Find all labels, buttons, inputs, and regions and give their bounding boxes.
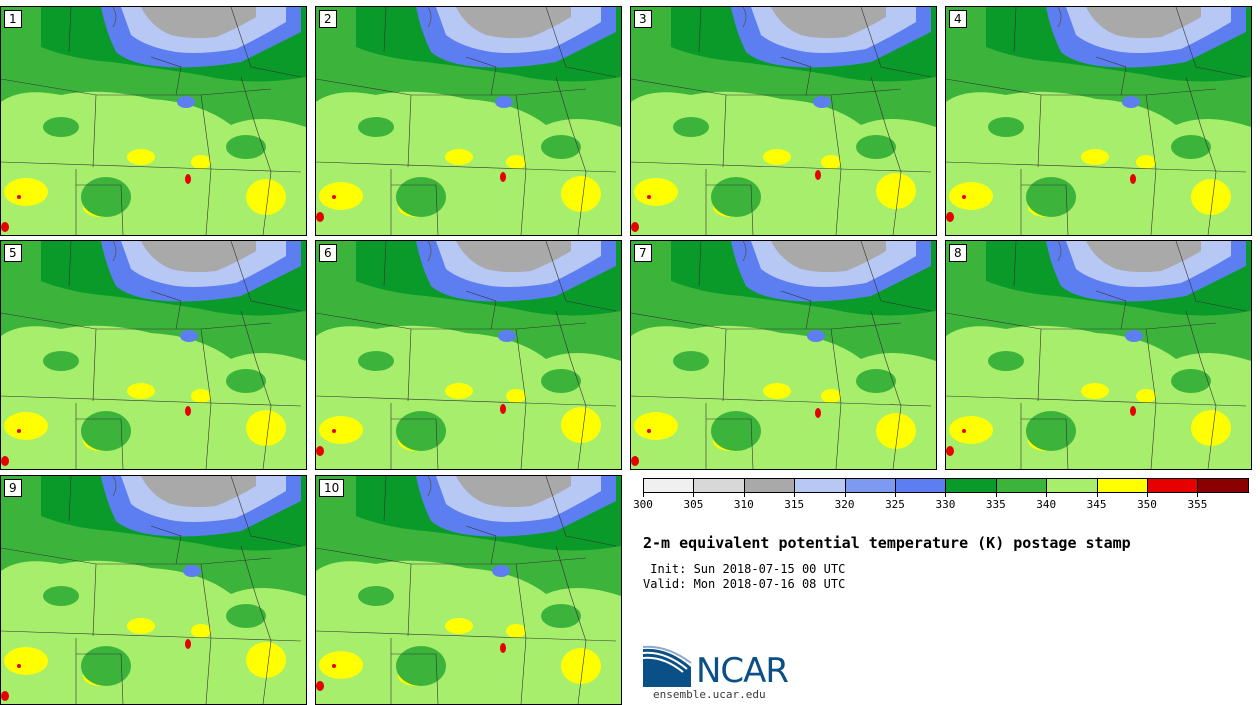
colorbar-tick [995,492,997,497]
colorbar-tick-label: 330 [935,498,956,511]
colorbar-tick [693,492,695,497]
member-panel: 2 [315,6,622,236]
colorbar-swatch [1096,478,1148,493]
temperature-map [946,7,1251,235]
member-number-label: 7 [634,244,652,262]
member-panel: 1 [0,6,307,236]
colorbar-swatch [844,478,896,493]
temperature-map [631,7,936,235]
member-number-label: 10 [319,479,345,497]
valid-time: Valid: Mon 2018-07-16 08 UTC [643,577,846,591]
member-number-label: 6 [319,244,337,262]
logo-text: NCAR [696,651,789,691]
colorbar-tick [1197,492,1199,497]
temperature-map [1,241,306,469]
member-panel: 7 [630,240,937,470]
colorbar-tick [643,492,644,497]
colorbar-swatch [1197,478,1249,493]
colorbar-swatch [945,478,997,493]
temperature-map [1,476,306,704]
colorbar-tick-label: 305 [683,498,704,511]
colorbar-tick [945,492,947,497]
ncar-logo-icon [643,645,692,687]
init-time: Init: Sun 2018-07-15 00 UTC [643,562,846,576]
colorbar-tick [743,492,745,497]
member-number-label: 5 [4,244,22,262]
member-number-label: 4 [949,10,967,28]
colorbar-tick-label: 310 [733,498,754,511]
member-panel: 3 [630,6,937,236]
temperature-map [1,7,306,235]
colorbar-swatch [895,478,947,493]
colorbar-tick-label: 355 [1187,498,1208,511]
colorbar-tick [844,492,846,497]
colorbar-swatch [1046,478,1098,493]
colorbar-swatch [995,478,1048,493]
member-number-label: 1 [4,10,22,28]
member-number-label: 8 [949,244,967,262]
temperature-map [316,476,621,704]
temperature-map [631,241,936,469]
member-number-label: 9 [4,479,22,497]
colorbar-tick [1096,492,1098,497]
colorbar-tick-label: 320 [834,498,855,511]
colorbar-tick-label: 300 [633,498,653,511]
member-panel: 4 [945,6,1252,236]
colorbar-tick-label: 325 [885,498,905,511]
member-panel: 5 [0,240,307,470]
colorbar-tick-label: 335 [985,498,1006,511]
colorbar-tick [1046,492,1048,497]
colorbar-swatch [1147,478,1199,493]
member-number-label: 3 [634,10,652,28]
member-panel: 9 [0,475,307,705]
colorbar-tick-label: 350 [1137,498,1157,511]
member-number-label: 2 [319,10,337,28]
member-panel: 10 [315,475,622,705]
colorbar-tick-label: 315 [784,498,805,511]
colorbar-tick-label: 340 [1036,498,1057,511]
colorbar-swatch [643,478,695,493]
colorbar-tick [794,492,796,497]
temperature-map [316,7,621,235]
member-panel: 8 [945,240,1252,470]
colorbar-tick [895,492,896,497]
member-panel: 6 [315,240,622,470]
colorbar-swatch [693,478,745,493]
colorbar-swatch [743,478,796,493]
logo-site: ensemble.ucar.edu [653,688,766,701]
temperature-map [316,241,621,469]
chart-title: 2-m equivalent potential temperature (K)… [643,534,1131,552]
colorbar-tick [1147,492,1148,497]
temperature-map [946,241,1251,469]
colorbar-swatch [794,478,846,493]
colorbar-tick-label: 345 [1086,498,1107,511]
